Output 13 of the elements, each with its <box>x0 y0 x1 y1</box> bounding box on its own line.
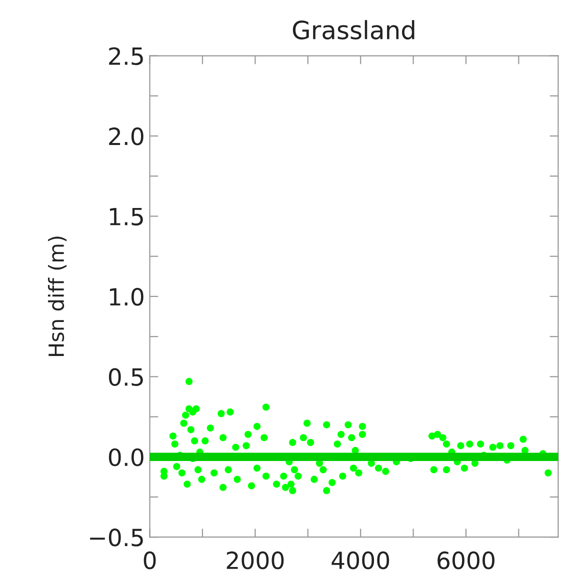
y-tick-label: 1.5 <box>110 208 143 226</box>
text: 0.0 <box>108 448 144 466</box>
chart-title: Grassland <box>292 20 414 40</box>
x-tick-label: 2000 <box>226 551 284 570</box>
text: 1.0 <box>110 288 144 306</box>
x-tick-label: 6000 <box>438 551 494 570</box>
x-tick-label: 4000 <box>332 551 390 570</box>
y-tick-label: 0.5 <box>108 368 143 386</box>
y-tick-label: 2.5 <box>109 47 143 66</box>
x-tick-label: 0 <box>144 551 156 570</box>
text: 2.0 <box>109 127 144 146</box>
y-axis-title: Hsn diff (m) <box>48 236 67 356</box>
y-tick-label: −0.5 <box>90 528 143 546</box>
